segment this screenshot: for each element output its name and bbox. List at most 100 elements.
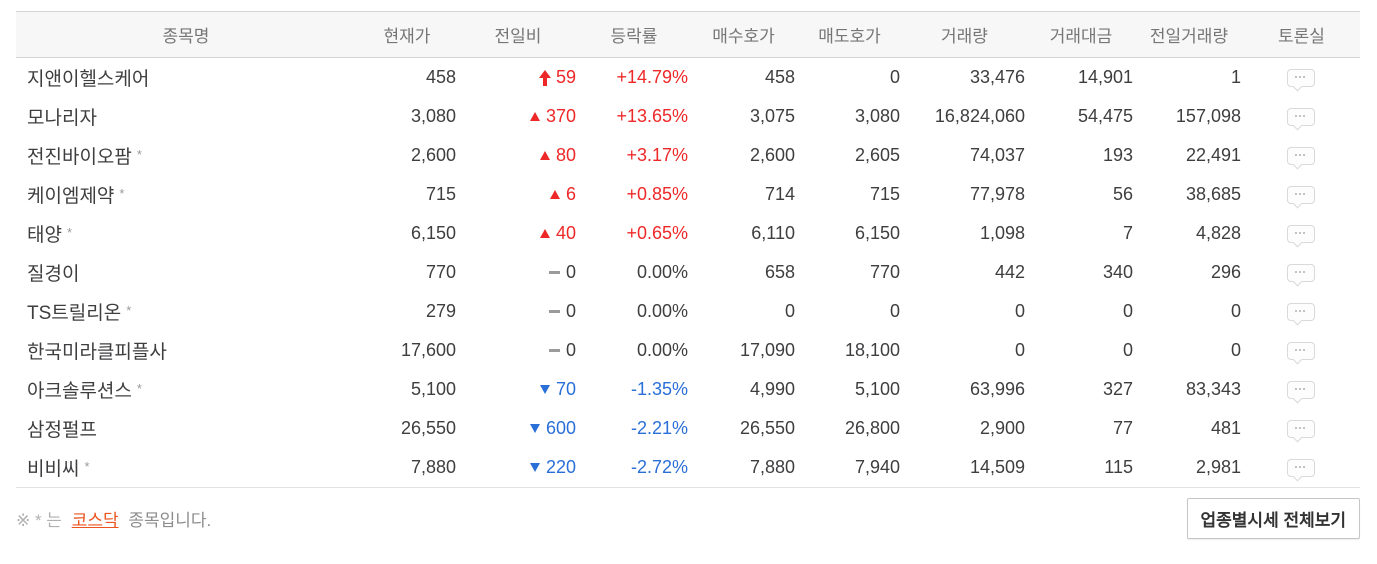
bid-price: 7,880: [690, 448, 797, 488]
discussion-speech-bubble-icon[interactable]: [1286, 381, 1315, 400]
down-triangle-icon: [539, 385, 550, 394]
discussion-cell: [1243, 214, 1360, 253]
prev-volume: 83,343: [1185, 379, 1241, 399]
current-price: 26,550: [400, 418, 456, 438]
ask-price: 26,800: [844, 418, 900, 438]
current-price: 3,080: [410, 106, 456, 126]
stock-name: 모나리자: [16, 97, 356, 136]
change-value: 600: [545, 418, 576, 438]
current-price: 5,100: [410, 379, 456, 399]
stock-name-link[interactable]: 한국미라클피플사: [27, 342, 167, 363]
sector-quotes-view-all-button[interactable]: 업종별시세 전체보기: [1186, 498, 1360, 539]
volume: 14,509: [902, 448, 1027, 488]
note-suffix: 종목입니다.: [128, 511, 212, 530]
discussion-cell: [1243, 370, 1360, 409]
discussion-speech-bubble-icon[interactable]: [1286, 420, 1315, 439]
change-rate: +3.17%: [626, 145, 688, 165]
current-price: 17,600: [400, 340, 456, 360]
change: 220: [458, 448, 578, 488]
stock-name: 한국미라클피플사: [16, 331, 356, 370]
kosdaq-link[interactable]: 코스닥: [71, 511, 119, 530]
stock-name-link[interactable]: TS트릴리온: [27, 303, 122, 324]
change-value: 40: [555, 223, 576, 243]
current-price: 770: [425, 262, 456, 282]
trade-value: 0: [1122, 301, 1133, 321]
prev-volume: 1: [1230, 67, 1241, 87]
stock-name-link[interactable]: 케이엠제약: [27, 186, 115, 207]
stock-name-link[interactable]: 삼정펄프: [27, 420, 97, 441]
up-triangle-icon: [529, 112, 540, 121]
stock-name: 질경이: [16, 253, 356, 292]
volume: 2,900: [979, 418, 1025, 438]
volume: 0: [1014, 340, 1025, 360]
trade-value: 115: [1027, 448, 1135, 488]
down-triangle-icon: [529, 424, 540, 433]
discussion-speech-bubble-icon[interactable]: [1286, 186, 1315, 205]
change: 0: [458, 331, 578, 370]
col-header-discussion: 토론실: [1243, 11, 1360, 58]
table-row: 아크솔루션스 * 5,100 70 -1.35% 4,990 5,100 63,9…: [16, 370, 1360, 409]
kosdaq-marker: *: [136, 381, 142, 396]
discussion-cell: [1243, 58, 1360, 98]
change-value: 220: [545, 457, 576, 477]
discussion-speech-bubble-icon[interactable]: [1286, 303, 1315, 322]
volume: 33,476: [969, 67, 1025, 87]
stock-name: 전진바이오팜 *: [16, 136, 356, 175]
volume: 63,996: [969, 379, 1025, 399]
down-triangle-icon: [529, 463, 540, 472]
stock-name-link[interactable]: 모나리자: [27, 108, 97, 129]
trade-value: 54,475: [1077, 106, 1133, 126]
up-triangle-icon: [539, 151, 550, 160]
bid-price: 0: [784, 301, 795, 321]
discussion-speech-bubble-icon[interactable]: [1286, 225, 1315, 244]
stock-name: 비비씨 *: [16, 448, 356, 488]
change: 6: [458, 175, 578, 214]
discussion-speech-bubble-icon[interactable]: [1286, 147, 1315, 166]
discussion-speech-bubble-icon[interactable]: [1286, 108, 1315, 127]
change-rate: 0.00%: [636, 301, 688, 321]
discussion-speech-bubble-icon[interactable]: [1286, 459, 1315, 478]
ask-price: 6,150: [854, 223, 900, 243]
change-value: 70: [555, 379, 576, 399]
change: 0: [458, 292, 578, 331]
up-triangle-icon: [539, 229, 550, 238]
kosdaq-marker: *: [84, 459, 90, 474]
change: 600: [458, 409, 578, 448]
ask-price: 5,100: [854, 379, 900, 399]
stock-name-link[interactable]: 지앤이헬스케어: [27, 69, 150, 90]
table-row: 비비씨 * 7,880 220 -2.72% 7,880 7,940 14,509…: [16, 448, 1360, 488]
bid-price: 3,075: [749, 106, 795, 126]
discussion-cell: [1243, 136, 1360, 175]
prev-volume: 157,098: [1175, 106, 1241, 126]
trade-value: 56: [1112, 184, 1133, 204]
prev-volume: 0: [1230, 301, 1241, 321]
bid-price: 4,990: [749, 379, 795, 399]
stock-name-link[interactable]: 질경이: [27, 264, 80, 285]
discussion-cell: [1243, 331, 1360, 370]
discussion-speech-bubble-icon[interactable]: [1286, 342, 1315, 361]
table-row: TS트릴리온 * 279 0 0.00% 0 0 0 0 0: [16, 292, 1360, 331]
change-value: 80: [555, 145, 576, 165]
stock-name-link[interactable]: 전진바이오팜: [27, 147, 132, 168]
change: 80: [458, 136, 578, 175]
table-header: 종목명 현재가 전일비 등락률 매수호가 매도호가 거래량 거래대금 전일거래량…: [16, 11, 1360, 58]
col-header-prev-volume: 전일거래량: [1135, 11, 1243, 58]
trade-value: 7: [1122, 223, 1133, 243]
stock-name-link[interactable]: 아크솔루션스: [27, 381, 132, 402]
discussion-cell: [1243, 175, 1360, 214]
trade-value: 77: [1112, 418, 1133, 438]
stock-name-link[interactable]: 비비씨: [27, 459, 80, 480]
trade-value: 14,901: [1077, 67, 1133, 87]
stock-quote-table: 종목명 현재가 전일비 등락률 매수호가 매도호가 거래량 거래대금 전일거래량…: [16, 11, 1360, 488]
volume: 77,978: [969, 184, 1025, 204]
flat-dash-icon: [548, 349, 560, 352]
discussion-speech-bubble-icon[interactable]: [1286, 264, 1315, 283]
ask-price: 3,080: [854, 106, 900, 126]
kosdaq-marker: *: [119, 186, 125, 201]
stock-name-link[interactable]: 태양: [27, 225, 62, 246]
discussion-speech-bubble-icon[interactable]: [1286, 69, 1315, 88]
col-header-bid: 매수호가: [690, 11, 797, 58]
volume: 0: [1014, 301, 1025, 321]
prev-volume: 38,685: [1185, 184, 1241, 204]
ask-price: 0: [889, 301, 900, 321]
